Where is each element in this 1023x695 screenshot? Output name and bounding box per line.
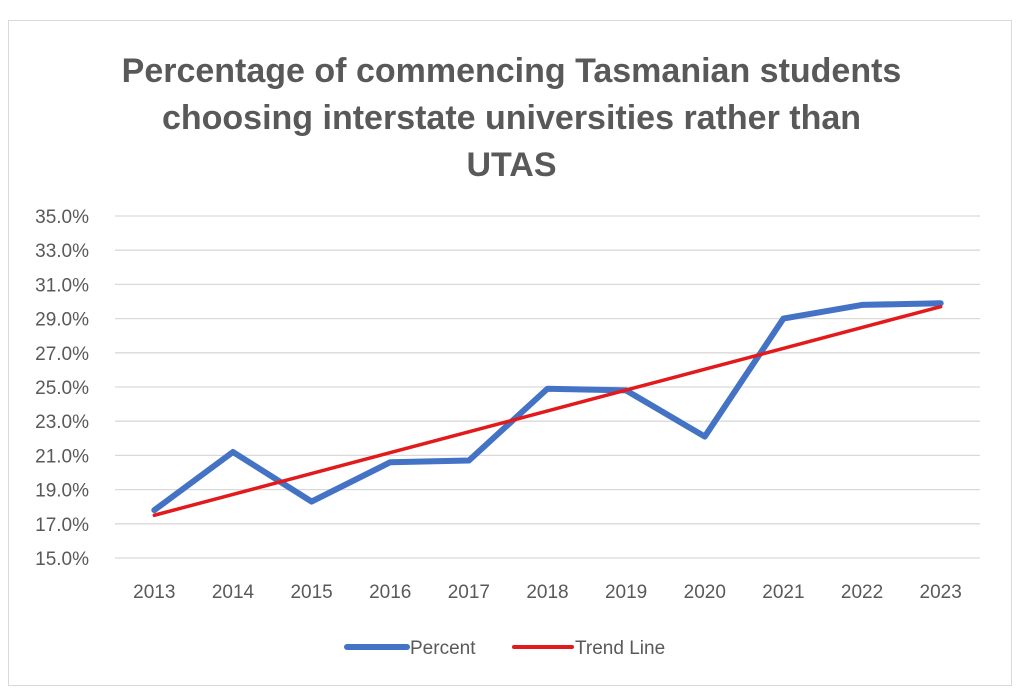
y-tick-label: 15.0% <box>35 549 89 570</box>
x-tick-label: 2021 <box>762 582 804 603</box>
y-tick-label: 17.0% <box>35 515 89 536</box>
x-axis-ticks: 2013 2014 2015 2016 2017 2018 2019 2020 2021 2022… <box>133 582 962 603</box>
y-tick-label: 23.0% <box>35 412 89 433</box>
x-tick-label: 2020 <box>684 582 726 603</box>
series-line-trend <box>152 304 943 517</box>
x-tick-label: 2023 <box>920 582 962 603</box>
chart-title: Percentage of commencing Tasmanian stude… <box>0 48 1023 189</box>
x-tick-label: 2017 <box>448 582 490 603</box>
legend-label-percent: Percent <box>410 638 476 659</box>
x-tick-label: 2015 <box>290 582 332 603</box>
y-axis-ticks: 15.0% 17.0% 19.0% 21.0% 23.0% 25.0% 27.0% 29.0%… <box>35 207 89 570</box>
y-tick-label: 29.0% <box>35 310 89 331</box>
gridlines <box>115 215 980 559</box>
x-tick-label: 2022 <box>841 582 883 603</box>
series-lines <box>151 300 944 517</box>
x-tick-label: 2018 <box>526 582 568 603</box>
y-tick-label: 19.0% <box>35 481 89 502</box>
y-tick-label: 35.0% <box>35 207 89 228</box>
x-tick-label: 2016 <box>369 582 411 603</box>
chart-title-line-2: choosing interstate universities rather … <box>161 99 862 137</box>
x-tick-label: 2019 <box>605 582 647 603</box>
x-tick-label: 2014 <box>212 582 255 603</box>
y-tick-label: 21.0% <box>35 446 89 467</box>
y-tick-label: 25.0% <box>35 378 89 399</box>
chart-title-line-3: UTAS <box>466 146 557 184</box>
legend: Percent Trend Line <box>344 638 665 659</box>
y-tick-label: 27.0% <box>35 344 89 365</box>
chart-title-line-1: Percentage of commencing Tasmanian stude… <box>121 52 902 90</box>
y-tick-label: 33.0% <box>35 241 89 262</box>
legend-label-trend: Trend Line <box>575 638 665 659</box>
series-line-percent <box>151 300 944 514</box>
y-tick-label: 31.0% <box>35 275 89 296</box>
x-tick-label: 2013 <box>133 582 175 603</box>
